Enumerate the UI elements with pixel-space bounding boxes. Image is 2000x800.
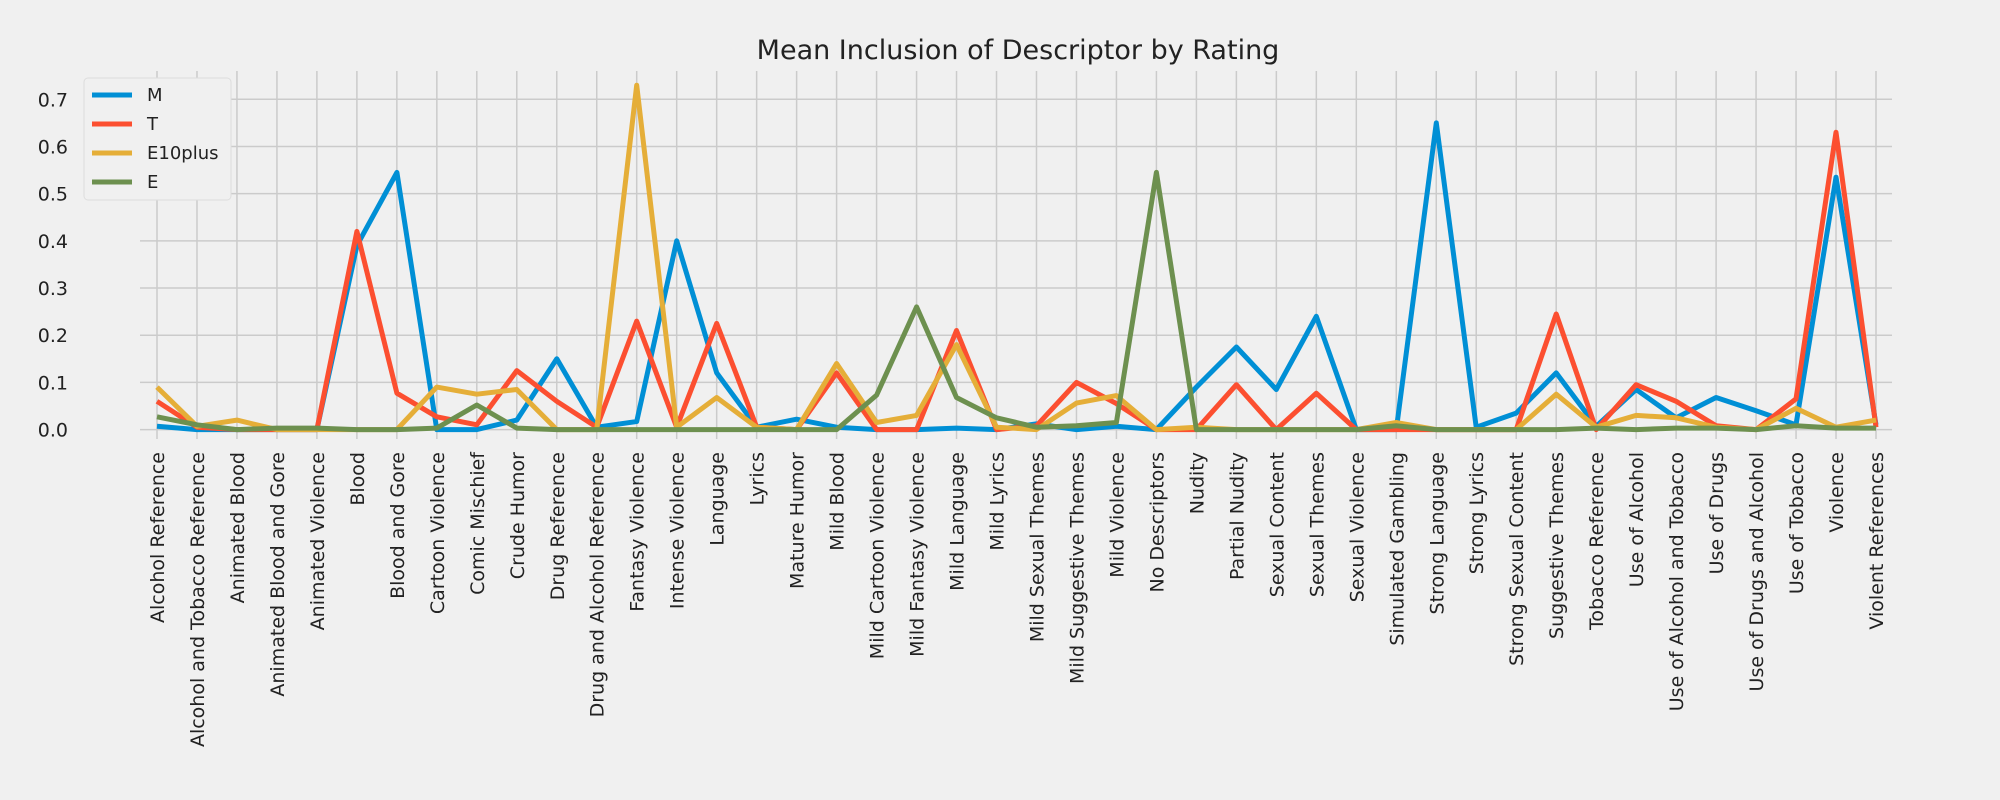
series-line-e10plus [155, 82, 1877, 433]
series-lines [155, 82, 1879, 433]
x-tick-label: Tobacco Reference [1586, 452, 1608, 631]
x-tick-label: Mild Language [947, 452, 969, 591]
legend-label: E10plus [147, 143, 219, 164]
x-tick-label: Mature Humor [787, 452, 809, 589]
x-tick-label: Cartoon Violence [427, 452, 449, 614]
x-tick-label: Nudity [1186, 452, 1208, 514]
x-tick-label: Use of Alcohol [1626, 452, 1648, 587]
x-tick-label: Drug Reference [547, 452, 569, 600]
series-line-m [156, 120, 1879, 433]
x-tick-label: No Descriptors [1146, 452, 1168, 592]
x-tick-label: Fantasy Violence [627, 452, 649, 612]
legend-label: E [147, 172, 158, 193]
x-tick-label: Animated Violence [307, 452, 329, 630]
x-axis-ticks: Alcohol Reference Alcohol and Tobacco Ref… [147, 451, 1888, 747]
x-tick-label: Language [707, 452, 729, 546]
y-tick-label: 0.1 [38, 372, 68, 394]
y-tick-label: 0.0 [38, 420, 68, 442]
x-tick-label: Use of Alcohol and Tobacco [1666, 452, 1688, 711]
legend-box [83, 77, 232, 201]
x-tick-label: Use of Drugs and Alcohol [1746, 452, 1768, 691]
x-tick-label: Mild Violence [1106, 452, 1128, 578]
x-tick-label: Crude Humor [507, 452, 529, 579]
legend-label: M [147, 85, 163, 106]
y-axis-ticks: 0.0 0.1 0.2 0.3 0.4 0.5 0.6 0.7 [38, 89, 68, 441]
y-tick-label: 0.5 [38, 184, 68, 206]
y-tick-label: 0.4 [38, 231, 68, 253]
series-line-e [156, 169, 1876, 433]
x-tick-label: Strong Language [1426, 452, 1448, 614]
x-tick-label: Alcohol and Tobacco Reference [187, 452, 209, 747]
x-tick-label: Use of Tobacco [1786, 452, 1808, 594]
x-tick-label: Strong Sexual Content [1506, 452, 1528, 666]
x-tick-label: Sexual Content [1266, 452, 1288, 597]
x-tick-label: Mild Suggestive Themes [1066, 452, 1088, 684]
y-tick-label: 0.3 [38, 278, 68, 300]
x-tick-label: Mild Blood [827, 452, 849, 551]
x-tick-label: Alcohol Reference [147, 452, 169, 623]
x-tick-label: Sexual Violence [1346, 452, 1368, 602]
x-tick-label: Mild Lyrics [987, 452, 1009, 551]
x-tick-label: Strong Lyrics [1466, 452, 1488, 574]
x-tick-label: Animated Blood [227, 452, 249, 603]
x-tick-label: Violent References [1866, 452, 1888, 630]
x-tick-label: Lyrics [747, 452, 769, 506]
x-tick-label: Comic Mischief [467, 451, 489, 595]
x-tick-label: Partial Nudity [1226, 452, 1248, 580]
x-tick-label: Drug and Alcohol Reference [587, 452, 609, 717]
x-tick-label: Simulated Gambling [1386, 452, 1408, 646]
y-tick-label: 0.6 [38, 136, 68, 158]
x-tick-label: Intense Violence [667, 452, 689, 609]
x-tick-label: Animated Blood and Gore [267, 452, 289, 697]
y-tick-label: 0.7 [38, 89, 68, 111]
x-tick-label: Mild Fantasy Violence [907, 452, 929, 657]
x-tick-label: Blood [347, 452, 369, 506]
chart-title: Mean Inclusion of Descriptor by Rating [757, 35, 1280, 66]
x-tick-label: Use of Drugs [1706, 452, 1728, 574]
grid-lines [140, 71, 1892, 439]
x-tick-label: Suggestive Themes [1546, 452, 1568, 639]
x-tick-label: Mild Cartoon Violence [867, 452, 889, 659]
x-tick-label: Mild Sexual Themes [1026, 452, 1048, 642]
x-tick-label: Violence [1826, 452, 1848, 533]
legend: MT E10plus E [83, 77, 232, 201]
y-tick-label: 0.2 [38, 325, 68, 347]
x-tick-label: Blood and Gore [387, 452, 409, 599]
legend-label: T [146, 114, 159, 135]
x-tick-label: Sexual Themes [1306, 452, 1328, 597]
